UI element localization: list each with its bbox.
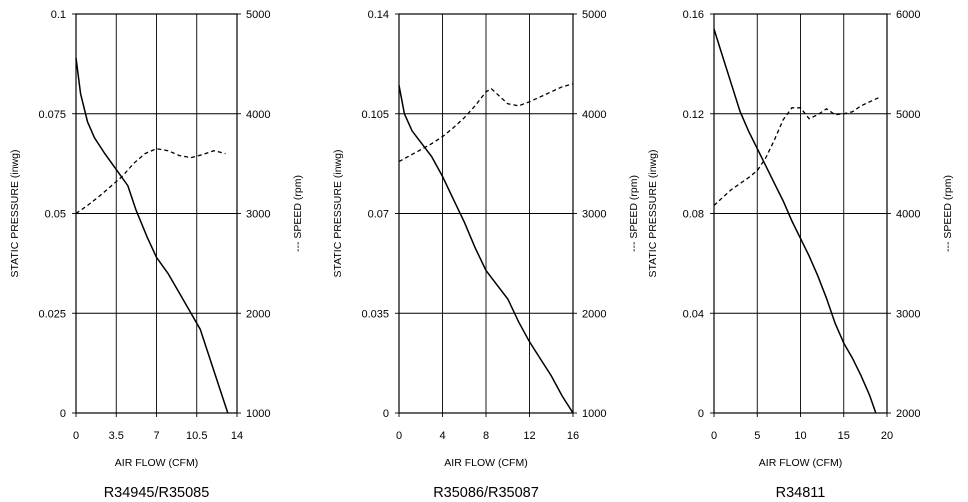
y2-tick-label: 4000 <box>896 209 920 221</box>
x-tick-label: 10.5 <box>186 430 207 442</box>
y2-tick-label: 4000 <box>582 109 606 121</box>
y-tick-label: 0.04 <box>683 308 704 320</box>
x-tick-label: 16 <box>567 430 579 442</box>
y2-axis-label: --- SPEED (rpm) <box>628 175 640 252</box>
x-tick-label: 7 <box>153 430 159 442</box>
x-axis-label: AIR FLOW (CFM) <box>444 457 527 469</box>
y-tick-label: 0.12 <box>683 109 704 121</box>
x-tick-label: 20 <box>881 430 893 442</box>
y2-tick-label: 4000 <box>246 109 270 121</box>
pressure-curve <box>398 85 574 414</box>
x-tick-label: 4 <box>439 430 445 442</box>
x-tick-label: 0 <box>711 430 717 442</box>
y-tick-label: 0.1 <box>51 9 66 21</box>
y-axis-label: STATIC PRESSURE (inwg) <box>647 150 659 278</box>
chart-2: 0 4 8 12 16 0 0.035 0.07 0.105 0.14 1000 2000 3000 40… <box>332 9 640 501</box>
speed-curve <box>75 148 226 215</box>
pressure-curve <box>75 57 229 414</box>
chart-model-title: R34811 <box>776 485 826 501</box>
y-tick-label: 0.07 <box>368 209 389 221</box>
speed-curve <box>713 97 879 206</box>
x-axis-label: AIR FLOW (CFM) <box>759 457 842 469</box>
y2-tick-label: 3000 <box>246 209 270 221</box>
x-tick-label: 10 <box>794 430 806 442</box>
y2-tick-label: 5000 <box>896 109 920 121</box>
y2-axis-label: --- SPEED (rpm) <box>292 175 304 252</box>
y-axis-label: STATIC PRESSURE (inwg) <box>9 150 21 278</box>
y-tick-label: 0 <box>60 408 66 420</box>
chart-1: 0 3.5 7 10.5 14 0 0.025 0.05 0.075 0.1 1000 2000 300… <box>9 9 304 501</box>
y2-tick-label: 2000 <box>896 408 920 420</box>
y-tick-label: 0 <box>698 408 704 420</box>
y2-tick-label: 2000 <box>246 308 270 320</box>
x-tick-label: 15 <box>838 430 850 442</box>
y2-tick-label: 1000 <box>582 408 606 420</box>
y-tick-label: 0.14 <box>368 9 389 21</box>
y-tick-label: 0.075 <box>38 109 66 121</box>
x-tick-label: 5 <box>754 430 760 442</box>
x-tick-label: 8 <box>483 430 489 442</box>
y-tick-label: 0.16 <box>683 9 704 21</box>
x-tick-label: 0 <box>73 430 79 442</box>
x-tick-label: 0 <box>396 430 402 442</box>
y-tick-label: 0.08 <box>683 209 704 221</box>
y2-tick-label: 5000 <box>246 9 270 21</box>
chart-model-title: R35086/R35087 <box>433 485 539 501</box>
y-tick-label: 0.105 <box>361 109 389 121</box>
x-tick-label: 14 <box>231 430 243 442</box>
pressure-curve <box>713 28 877 414</box>
x-tick-label: 12 <box>523 430 535 442</box>
speed-curve <box>398 83 574 163</box>
y2-tick-label: 2000 <box>582 308 606 320</box>
y-tick-label: 0.035 <box>361 308 389 320</box>
chart-3: 0 5 10 15 20 0 0.04 0.08 0.12 0.16 2000 3000 4000 500… <box>647 9 954 501</box>
x-axis-label: AIR FLOW (CFM) <box>115 457 198 469</box>
y-tick-label: 0 <box>383 408 389 420</box>
y2-tick-label: 3000 <box>896 308 920 320</box>
y-tick-label: 0.025 <box>38 308 66 320</box>
y2-axis-label: --- SPEED (rpm) <box>942 175 954 252</box>
y-axis-label: STATIC PRESSURE (inwg) <box>332 150 344 278</box>
y2-tick-label: 1000 <box>246 408 270 420</box>
y2-tick-label: 3000 <box>582 209 606 221</box>
chart-model-title: R34945/R35085 <box>104 485 210 501</box>
y2-tick-label: 5000 <box>582 9 606 21</box>
y-tick-label: 0.05 <box>45 209 66 221</box>
y2-tick-label: 6000 <box>896 9 920 21</box>
x-tick-label: 3.5 <box>109 430 124 442</box>
